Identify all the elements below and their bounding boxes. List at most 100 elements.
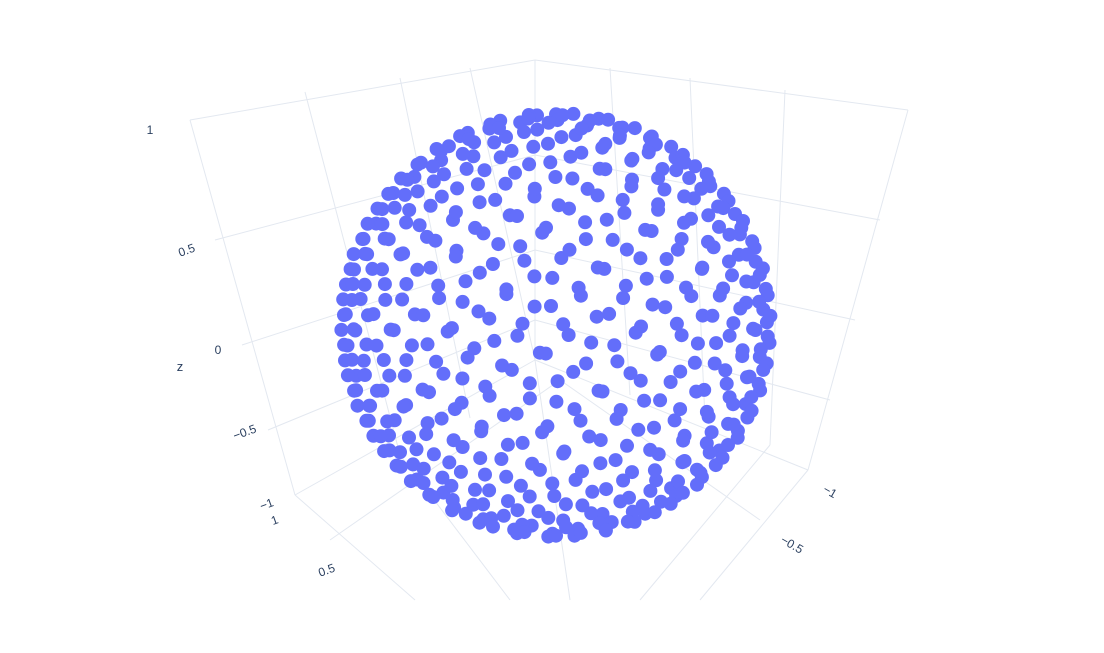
data-point[interactable] bbox=[448, 205, 463, 220]
data-point[interactable] bbox=[510, 209, 524, 223]
data-point[interactable] bbox=[482, 311, 497, 326]
data-point[interactable] bbox=[598, 523, 613, 538]
data-point[interactable] bbox=[639, 271, 654, 286]
data-point[interactable] bbox=[725, 268, 739, 283]
data-point[interactable] bbox=[446, 433, 461, 448]
data-point[interactable] bbox=[336, 292, 351, 307]
data-point[interactable] bbox=[641, 145, 656, 160]
data-point[interactable] bbox=[637, 393, 652, 408]
data-point[interactable] bbox=[522, 376, 537, 391]
data-point[interactable] bbox=[375, 383, 390, 398]
data-point[interactable] bbox=[664, 139, 679, 154]
data-point[interactable] bbox=[573, 288, 588, 303]
data-point[interactable] bbox=[598, 136, 613, 151]
data-point[interactable] bbox=[527, 299, 542, 314]
data-point[interactable] bbox=[515, 316, 530, 331]
scatter-points[interactable] bbox=[334, 106, 778, 544]
data-point[interactable] bbox=[551, 198, 566, 213]
data-point[interactable] bbox=[645, 297, 660, 312]
data-point[interactable] bbox=[716, 281, 731, 296]
data-point[interactable] bbox=[468, 220, 483, 235]
data-point[interactable] bbox=[566, 364, 581, 379]
data-point[interactable] bbox=[590, 260, 605, 275]
data-point[interactable] bbox=[416, 476, 431, 490]
data-point[interactable] bbox=[334, 322, 349, 337]
data-point[interactable] bbox=[578, 215, 593, 230]
data-point[interactable] bbox=[759, 315, 774, 330]
data-point[interactable] bbox=[726, 397, 741, 412]
data-point[interactable] bbox=[663, 375, 678, 389]
data-point[interactable] bbox=[482, 388, 497, 403]
data-point[interactable] bbox=[631, 422, 646, 437]
data-point[interactable] bbox=[500, 437, 515, 452]
data-point[interactable] bbox=[522, 489, 537, 504]
data-point[interactable] bbox=[496, 508, 511, 523]
data-point[interactable] bbox=[567, 402, 582, 417]
data-point[interactable] bbox=[472, 195, 487, 210]
data-point[interactable] bbox=[690, 336, 705, 351]
data-point[interactable] bbox=[613, 403, 628, 417]
data-point[interactable] bbox=[574, 121, 589, 136]
data-point[interactable] bbox=[487, 333, 502, 348]
data-point[interactable] bbox=[387, 200, 402, 215]
data-point[interactable] bbox=[669, 316, 684, 331]
data-point[interactable] bbox=[461, 132, 476, 147]
data-point[interactable] bbox=[545, 476, 560, 491]
data-point[interactable] bbox=[493, 150, 508, 165]
data-point[interactable] bbox=[733, 301, 748, 316]
data-point[interactable] bbox=[620, 438, 634, 453]
data-point[interactable] bbox=[491, 237, 506, 252]
data-point[interactable] bbox=[395, 292, 410, 307]
data-point[interactable] bbox=[628, 325, 643, 340]
data-point[interactable] bbox=[578, 232, 593, 247]
data-point[interactable] bbox=[544, 299, 558, 313]
data-point[interactable] bbox=[357, 368, 372, 382]
data-point[interactable] bbox=[527, 269, 542, 284]
data-point[interactable] bbox=[670, 242, 685, 257]
data-point[interactable] bbox=[393, 459, 408, 474]
data-point[interactable] bbox=[397, 187, 412, 202]
data-point[interactable] bbox=[422, 385, 436, 400]
data-point[interactable] bbox=[346, 322, 361, 337]
data-point[interactable] bbox=[563, 149, 578, 164]
data-point[interactable] bbox=[501, 494, 515, 509]
data-point[interactable] bbox=[585, 484, 600, 499]
data-point[interactable] bbox=[624, 153, 639, 168]
data-point[interactable] bbox=[618, 278, 633, 293]
data-point[interactable] bbox=[718, 363, 733, 378]
data-point[interactable] bbox=[445, 503, 460, 518]
data-point[interactable] bbox=[522, 157, 537, 172]
data-point[interactable] bbox=[521, 111, 536, 126]
data-point[interactable] bbox=[487, 135, 502, 150]
data-point[interactable] bbox=[584, 506, 599, 521]
data-point[interactable] bbox=[693, 465, 708, 480]
data-point[interactable] bbox=[651, 171, 666, 186]
data-point[interactable] bbox=[476, 497, 491, 512]
data-point[interactable] bbox=[402, 203, 417, 217]
data-point[interactable] bbox=[756, 362, 771, 377]
data-point[interactable] bbox=[673, 402, 688, 417]
data-point[interactable] bbox=[753, 342, 768, 357]
data-point[interactable] bbox=[434, 189, 449, 204]
data-point[interactable] bbox=[658, 300, 673, 315]
data-point[interactable] bbox=[556, 317, 571, 332]
data-point[interactable] bbox=[695, 308, 710, 323]
data-point[interactable] bbox=[362, 398, 377, 413]
data-point[interactable] bbox=[726, 417, 741, 432]
data-point[interactable] bbox=[669, 163, 684, 178]
data-point[interactable] bbox=[466, 149, 481, 164]
data-point[interactable] bbox=[420, 416, 435, 431]
data-point[interactable] bbox=[499, 282, 514, 297]
data-point[interactable] bbox=[726, 316, 741, 331]
data-point[interactable] bbox=[579, 356, 594, 371]
data-point[interactable] bbox=[436, 366, 451, 381]
data-point[interactable] bbox=[399, 277, 414, 291]
data-point[interactable] bbox=[659, 252, 674, 266]
data-point[interactable] bbox=[426, 174, 441, 189]
data-point[interactable] bbox=[356, 231, 371, 246]
data-point[interactable] bbox=[555, 108, 570, 123]
data-point[interactable] bbox=[633, 373, 648, 388]
data-point[interactable] bbox=[704, 425, 719, 440]
data-point[interactable] bbox=[423, 198, 438, 213]
